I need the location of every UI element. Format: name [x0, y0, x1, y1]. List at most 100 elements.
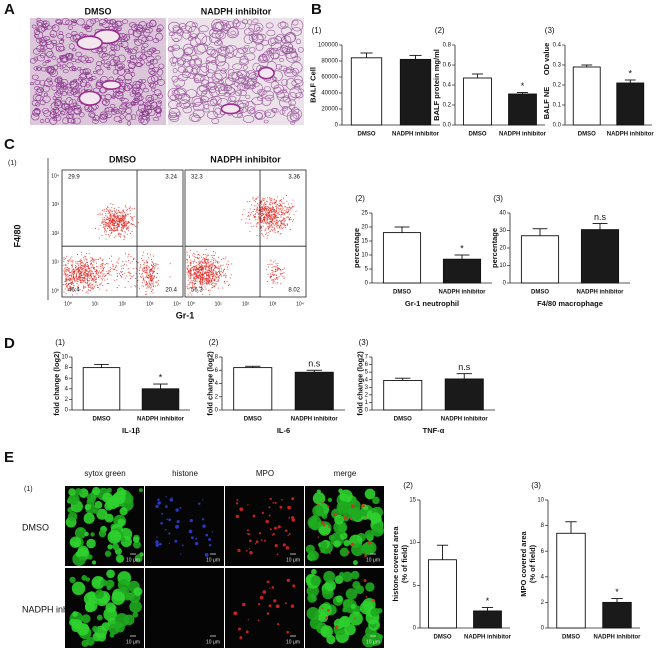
- micrograph: [225, 568, 304, 648]
- alveolus: [94, 17, 99, 23]
- alveolus: [147, 76, 156, 85]
- y-axis-label: BALF Cell: [309, 67, 318, 103]
- stain-dot: [259, 595, 264, 600]
- event-dot: [265, 229, 267, 231]
- event-dot: [121, 212, 123, 214]
- event-dot: [206, 279, 208, 281]
- stain-blob: [91, 560, 97, 565]
- alveolus: [130, 102, 136, 106]
- event-dot: [144, 284, 146, 286]
- event-dot: [226, 266, 228, 268]
- event-dot: [123, 225, 125, 227]
- event-dot: [286, 217, 288, 219]
- event-dot: [278, 205, 280, 207]
- event-dot: [285, 225, 287, 227]
- event-dot: [80, 259, 81, 261]
- alveolus: [193, 73, 206, 82]
- event-dot: [100, 272, 102, 273]
- event-dot: [214, 267, 216, 269]
- event-dot: [194, 265, 196, 267]
- y-tick-label: 20000: [321, 107, 338, 113]
- stain-blob: [352, 560, 358, 566]
- alveolus: [117, 54, 126, 63]
- event-dot: [124, 272, 126, 274]
- scale-label: 10 μm: [286, 639, 300, 645]
- event-dot: [196, 274, 197, 276]
- event-dot: [89, 268, 91, 269]
- x-tick-label: DMSO: [394, 417, 412, 423]
- alveolus: [193, 73, 204, 83]
- alveolus: [53, 114, 62, 122]
- event-dot: [279, 233, 281, 235]
- event-dot: [202, 276, 204, 278]
- y-axis-label: (% of field): [400, 544, 409, 583]
- event-dot: [199, 267, 200, 269]
- event-dot: [274, 228, 276, 230]
- event-dot: [101, 220, 103, 222]
- event-dot: [192, 281, 194, 283]
- event-dot: [111, 229, 113, 231]
- event-dot: [269, 207, 271, 209]
- stain-dot: [248, 547, 251, 550]
- event-dot: [120, 265, 122, 267]
- event-dot: [79, 271, 81, 273]
- event-dot: [119, 221, 121, 223]
- micrograph: [65, 486, 144, 566]
- stain-blob: [370, 607, 380, 617]
- alveolus: [147, 97, 152, 102]
- alveolus: [39, 79, 46, 86]
- stain-dot: [282, 543, 286, 547]
- event-dot: [196, 268, 198, 270]
- event-dot: [288, 219, 290, 221]
- event-dot: [109, 216, 111, 218]
- event-dot: [97, 286, 99, 288]
- alveolus: [226, 27, 239, 39]
- event-dot: [256, 208, 258, 210]
- event-dot: [200, 271, 202, 273]
- event-dot: [213, 278, 215, 280]
- alveolus: [46, 51, 54, 59]
- event-dot: [192, 254, 194, 256]
- event-dot: [193, 271, 195, 273]
- event-dot: [92, 261, 94, 263]
- event-dot: [214, 255, 215, 257]
- event-dot: [196, 266, 198, 268]
- event-dot: [151, 278, 153, 280]
- event-dot: [77, 270, 79, 271]
- event-dot: [267, 232, 269, 234]
- alveolus: [69, 80, 77, 88]
- event-dot: [283, 278, 285, 279]
- event-dot: [293, 219, 295, 221]
- event-dot: [281, 223, 283, 225]
- event-dot: [116, 223, 118, 225]
- alveolus: [214, 107, 222, 115]
- event-dot: [264, 220, 266, 222]
- event-dot: [194, 272, 196, 274]
- alveolus: [270, 41, 282, 51]
- event-dot: [267, 221, 269, 223]
- event-dot: [198, 277, 200, 278]
- event-dot: [211, 280, 213, 282]
- event-dot: [190, 281, 192, 283]
- alveolus: [60, 55, 65, 59]
- event-dot: [141, 281, 143, 283]
- event-dot: [81, 274, 82, 276]
- event-dot: [149, 270, 151, 272]
- event-dot: [152, 265, 154, 267]
- alveolus: [53, 112, 60, 118]
- stain-blob: [107, 530, 122, 544]
- event-dot: [118, 221, 120, 223]
- stain-blob: [98, 529, 107, 538]
- event-dot: [135, 286, 137, 288]
- event-dot: [205, 268, 207, 270]
- stain-dot: [260, 539, 263, 542]
- event-dot: [125, 220, 127, 222]
- event-dot: [268, 228, 269, 230]
- alveolus: [40, 67, 47, 72]
- alveolus: [264, 109, 276, 118]
- event-dot: [122, 217, 123, 219]
- event-dot: [93, 268, 95, 270]
- stain-dot: [333, 512, 337, 517]
- event-dot: [97, 276, 99, 278]
- event-dot: [188, 255, 190, 257]
